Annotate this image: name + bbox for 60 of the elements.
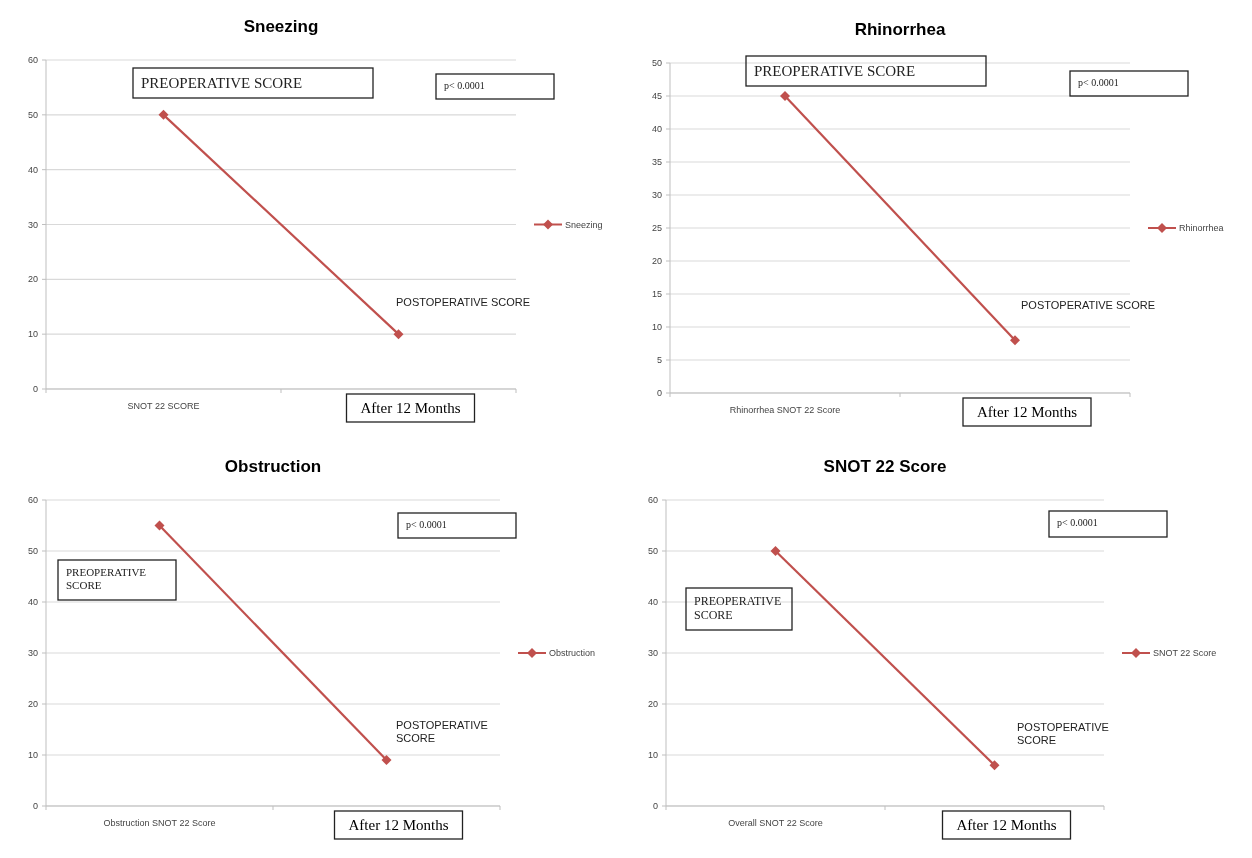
y-tick-label: 20 xyxy=(27,274,38,285)
y-tick-label: 0 xyxy=(32,801,38,812)
y-tick-label: 40 xyxy=(27,164,38,175)
annotation: POSTOPERATIVE SCORE xyxy=(1017,721,1109,747)
y-tick-label: 5 xyxy=(656,355,662,366)
y-tick-label: 10 xyxy=(27,329,38,340)
y-tick-label: 40 xyxy=(651,124,662,135)
y-tick-label: 0 xyxy=(656,388,662,399)
y-tick-label: 30 xyxy=(27,648,38,659)
y-tick-label: 30 xyxy=(27,219,38,230)
annotation: PREOPERATIVE SCORE xyxy=(754,63,916,79)
y-tick-label: 20 xyxy=(647,699,658,710)
x-tick-label: Overall SNOT 22 Score xyxy=(728,818,823,828)
x-tick-label: Obstruction SNOT 22 Score xyxy=(103,818,216,828)
y-tick-label: 10 xyxy=(647,750,658,761)
chart-title: Rhinorrhea xyxy=(854,20,946,39)
y-tick-label: 50 xyxy=(651,58,662,69)
y-tick-label: 15 xyxy=(651,289,662,300)
legend-label: Rhinorrhea xyxy=(1179,223,1224,234)
annotation: POSTOPERATIVE SCORE xyxy=(396,719,488,745)
y-tick-label: 60 xyxy=(27,55,38,66)
legend-label: SNOT 22 Score xyxy=(1153,648,1217,659)
chart-title: Sneezing xyxy=(243,17,319,36)
legend-label: Obstruction xyxy=(549,648,596,659)
annotation: PREOPERATIVE SCORE xyxy=(141,75,303,91)
y-tick-label: 20 xyxy=(27,699,38,710)
x-tick-label: After 12 Months xyxy=(977,404,1078,420)
x-tick-label: SNOT 22 SCORE xyxy=(127,401,200,411)
y-tick-label: 20 xyxy=(651,256,662,267)
y-tick-label: 50 xyxy=(27,109,38,120)
annotation: p< 0.0001 xyxy=(406,519,447,530)
y-tick-label: 40 xyxy=(647,597,658,608)
y-tick-label: 60 xyxy=(27,495,38,506)
annotation: PREOPERATIVE SCORE xyxy=(66,566,147,592)
annotation: POSTOPERATIVE SCORE xyxy=(1021,299,1156,311)
x-tick-label: After 12 Months xyxy=(956,817,1057,833)
legend-label: Sneezing xyxy=(565,219,603,230)
y-tick-label: 40 xyxy=(27,597,38,608)
y-tick-label: 35 xyxy=(651,157,662,168)
y-tick-label: 10 xyxy=(651,322,662,333)
annotation: p< 0.0001 xyxy=(1078,77,1119,88)
x-tick-label: After 12 Months xyxy=(360,400,461,416)
y-tick-label: 60 xyxy=(647,495,658,506)
y-tick-label: 45 xyxy=(651,91,662,102)
y-tick-label: 25 xyxy=(651,223,662,234)
y-tick-label: 50 xyxy=(647,546,658,557)
y-tick-label: 30 xyxy=(647,648,658,659)
chart-title: Obstruction xyxy=(224,457,322,476)
y-tick-label: 0 xyxy=(652,801,658,812)
y-tick-label: 0 xyxy=(32,384,38,395)
y-tick-label: 10 xyxy=(27,750,38,761)
y-tick-label: 50 xyxy=(27,546,38,557)
annotation: p< 0.0001 xyxy=(444,80,485,91)
chart-title: SNOT 22 Score xyxy=(823,457,947,476)
annotation: p< 0.0001 xyxy=(1057,517,1098,528)
y-tick-label: 30 xyxy=(651,190,662,201)
annotation: PREOPERATIVE SCORE xyxy=(694,594,782,623)
x-tick-label: Rhinorrhea SNOT 22 Score xyxy=(729,405,841,415)
annotation: POSTOPERATIVE SCORE xyxy=(396,296,531,308)
x-tick-label: After 12 Months xyxy=(348,817,449,833)
